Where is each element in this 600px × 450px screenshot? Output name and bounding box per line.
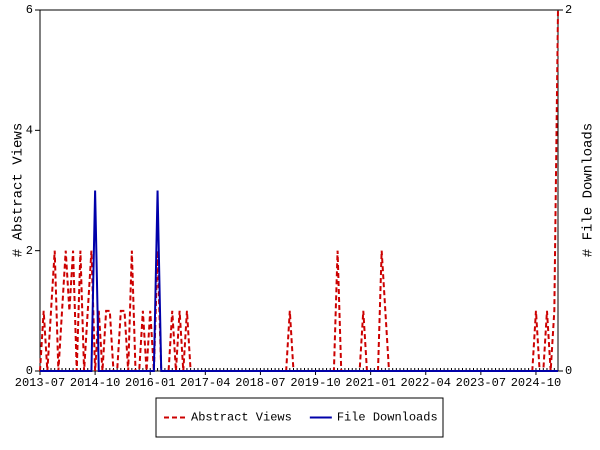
y-axis-label: # Abstract Views	[11, 123, 27, 257]
data-line	[39, 9, 559, 372]
legend-label: Abstract Views	[191, 411, 292, 425]
x-tick-label: 2024-10	[511, 376, 561, 390]
x-tick-label: 2023-07	[456, 376, 506, 390]
y-tick-label: 6	[26, 3, 33, 17]
y-tick-label: 4	[26, 124, 33, 138]
x-tick-label: 2017-04	[180, 376, 230, 390]
legend-box	[155, 397, 444, 438]
y2-axis-label: # File Downloads	[581, 123, 597, 257]
x-tick-label: 2016-01	[125, 376, 175, 390]
x-tick-label: 2018-07	[235, 376, 285, 390]
legend-label: File Downloads	[337, 411, 438, 425]
y2-tick-label: 2	[565, 3, 572, 17]
y-tick-label: 0	[26, 364, 33, 378]
y2-tick-label: 0	[565, 364, 572, 378]
x-tick-label: 2013-07	[15, 376, 65, 390]
data-line	[40, 190, 558, 372]
x-tick-label: 2019-10	[290, 376, 340, 390]
plot-frame	[39, 9, 559, 372]
y-tick-label: 2	[26, 244, 33, 258]
x-tick-label: 2021-01	[345, 376, 395, 390]
x-tick-label: 2022-04	[401, 376, 451, 390]
x-tick-label: 2014-10	[70, 376, 120, 390]
